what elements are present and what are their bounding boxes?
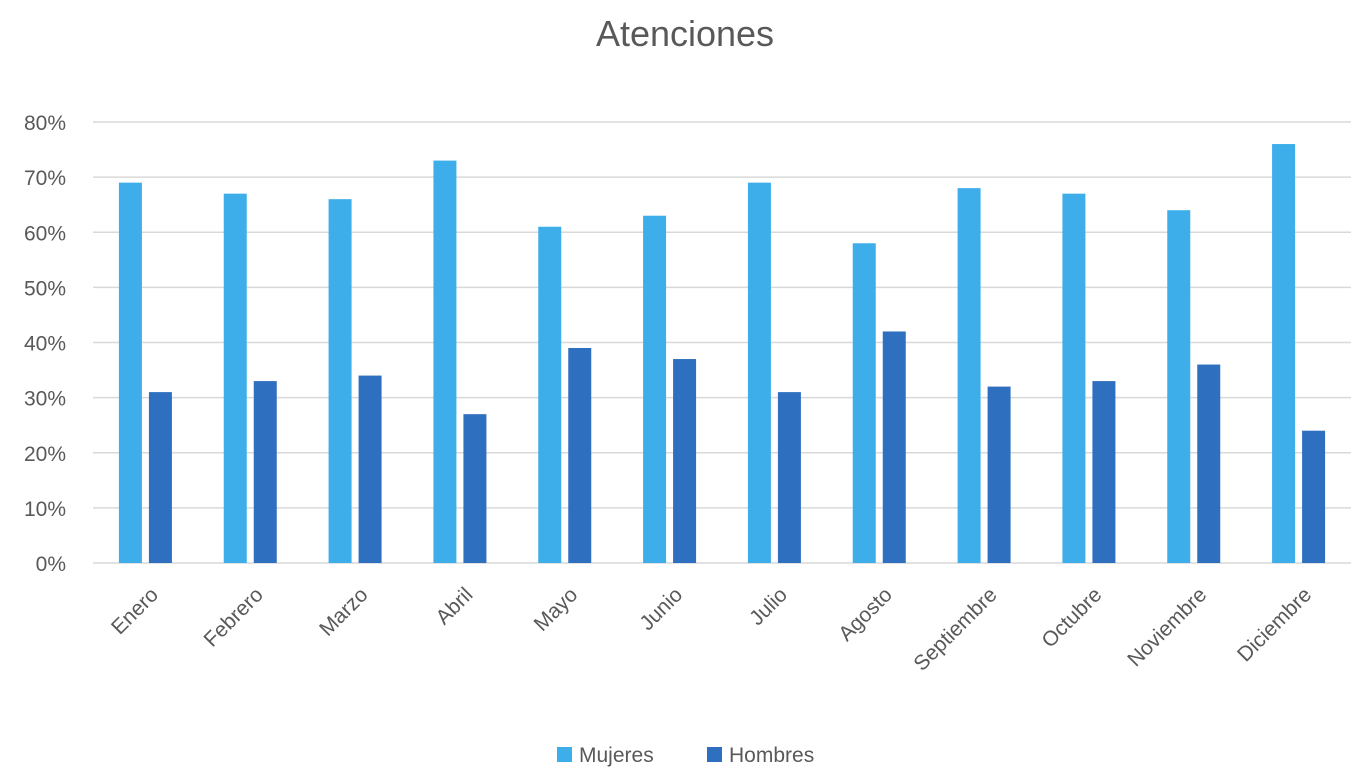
bar-mujeres-febrero [223, 193, 247, 563]
x-tick-label: Noviembre [1123, 583, 1211, 671]
bar-hombres-septiembre [987, 386, 1011, 563]
bar-mujeres-marzo [328, 199, 352, 564]
bar-hombres-enero [148, 392, 172, 563]
bar-mujeres-enero [118, 182, 142, 563]
y-tick-label: 70% [24, 167, 66, 190]
y-tick-label: 60% [24, 222, 66, 245]
chart-title: Atenciones [596, 13, 774, 54]
bar-hombres-mayo [568, 348, 592, 563]
y-tick-label: 50% [24, 277, 66, 300]
x-tick-label: Febrero [200, 583, 268, 651]
bar-mujeres-octubre [1062, 193, 1086, 563]
x-tick-label: Abril [431, 583, 477, 629]
y-tick-label: 80% [24, 112, 66, 135]
x-tick-label: Marzo [315, 583, 373, 641]
bar-hombres-febrero [253, 381, 277, 563]
y-tick-label: 30% [24, 388, 66, 411]
y-tick-label: 10% [24, 498, 66, 521]
bar-mujeres-julio [747, 182, 771, 563]
bar-hombres-marzo [358, 375, 382, 563]
y-axis-ticks: 0% 10% 20% 30% 40% 50% 60% 70% 80% [24, 112, 66, 576]
y-tick-label: 0% [36, 553, 66, 576]
bar-hombres-diciembre [1302, 430, 1326, 563]
legend: Mujeres Hombres [557, 744, 814, 767]
y-tick-label: 40% [24, 333, 66, 356]
x-tick-label: Diciembre [1233, 583, 1316, 666]
x-axis-ticks: Enero Febrero Marzo Abril Mayo Junio Julio Agos… [107, 583, 1316, 675]
bar-mujeres-septiembre [957, 188, 981, 563]
bar-mujeres-mayo [538, 226, 562, 564]
bar-hombres-abril [463, 414, 487, 563]
y-tick-label: 20% [24, 443, 66, 466]
bar-mujeres-abril [433, 160, 457, 563]
x-tick-label: Octubre [1037, 583, 1106, 652]
bar-mujeres-junio [643, 215, 667, 563]
legend-label-mujeres: Mujeres [579, 744, 654, 767]
x-tick-label: Enero [107, 583, 163, 639]
bar-mujeres-diciembre [1272, 144, 1296, 564]
bars [118, 144, 1326, 564]
bar-hombres-agosto [882, 331, 906, 563]
x-tick-label: Junio [635, 583, 687, 635]
bar-mujeres-agosto [852, 243, 876, 563]
legend-swatch-mujeres [557, 747, 572, 762]
bar-hombres-noviembre [1197, 364, 1221, 563]
legend-swatch-hombres [707, 747, 722, 762]
x-tick-label: Agosto [834, 583, 897, 646]
legend-label-hombres: Hombres [729, 744, 814, 767]
x-tick-label: Mayo [530, 583, 583, 636]
bar-mujeres-noviembre [1167, 210, 1191, 563]
bar-hombres-julio [777, 392, 801, 563]
bar-hombres-octubre [1092, 381, 1116, 563]
x-tick-label: Julio [745, 583, 792, 630]
gridlines [93, 121, 1351, 564]
x-tick-label: Septiembre [909, 583, 1001, 675]
bar-hombres-junio [673, 359, 697, 563]
